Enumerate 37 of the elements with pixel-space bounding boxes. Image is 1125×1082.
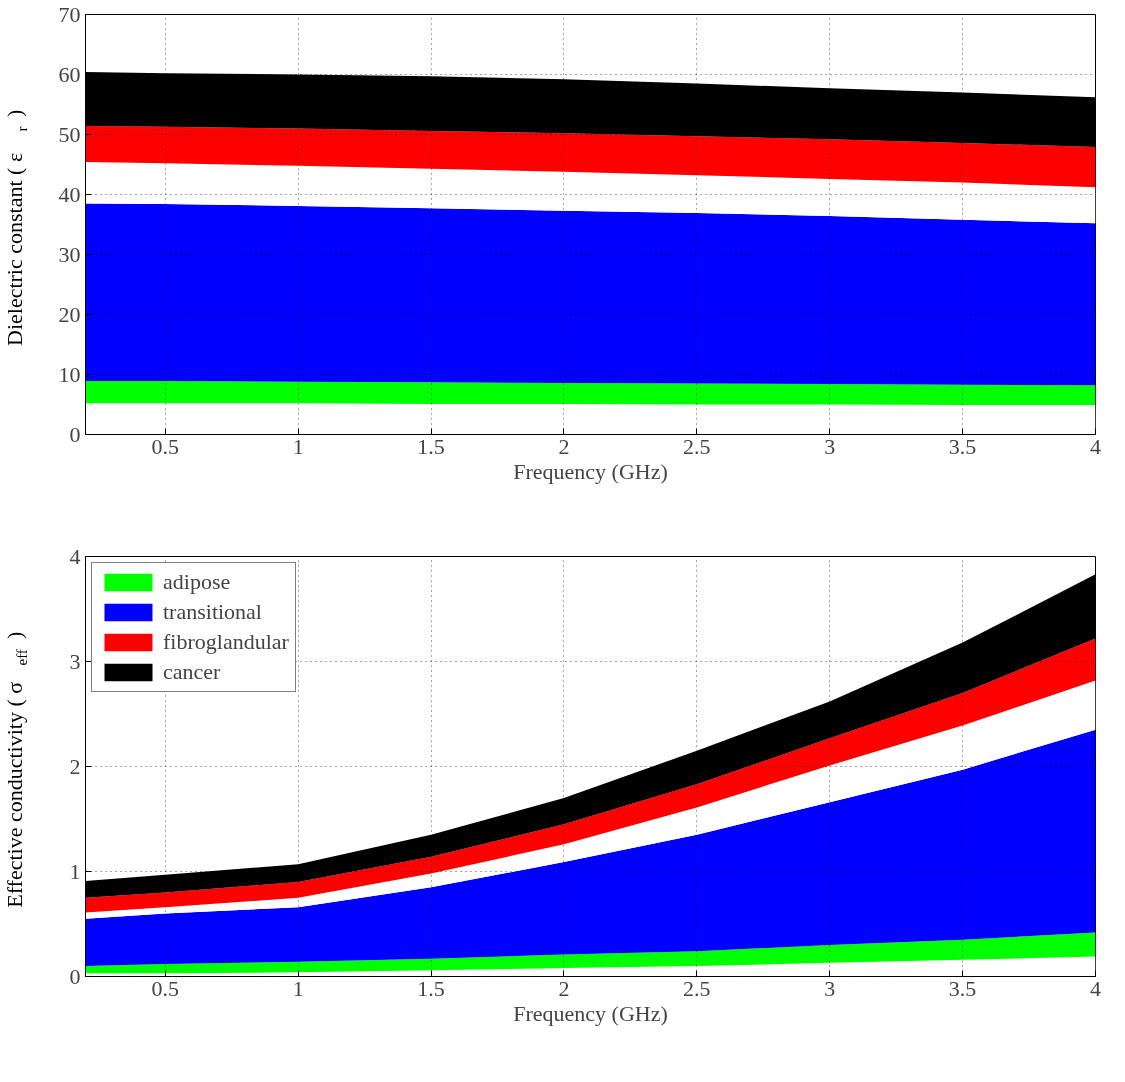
y-axis-title: Effective conductivity ( σeff ) [2,631,30,908]
x-tick-label: 2.5 [683,975,711,1001]
x-tick-label: 0.5 [151,433,179,459]
x-tick-label: 2 [558,975,570,1001]
x-axis-title: Frequency (GHz) [513,1000,668,1026]
y-tick-label: 0 [69,963,81,989]
x-tick-label: 3 [824,433,836,459]
x-tick-label: 1.5 [417,433,445,459]
y-axis-title: Dielectric constant ( εr ) [2,109,30,346]
y-tick-label: 4 [69,543,81,569]
x-tick-label: 1.5 [417,975,445,1001]
x-tick-label: 4 [1090,975,1101,1001]
x-tick-label: 2 [558,433,570,459]
y-tick-label: 60 [58,61,81,87]
x-tick-label: 3.5 [948,433,977,459]
x-tick-label: 4 [1090,433,1101,459]
y-tick-label: 30 [58,241,81,267]
y-tick-label: 10 [58,361,81,387]
x-tick-label: 3.5 [948,975,977,1001]
legend-label: transitional [163,599,262,625]
y-tick-label: 1 [69,858,81,884]
y-tick-label: 40 [58,181,81,207]
y-tick-label: 20 [58,301,81,327]
x-tick-label: 2.5 [683,433,711,459]
legend-label: adipose [163,569,231,595]
legend-label: cancer [163,659,221,685]
x-tick-label: 1 [292,975,304,1001]
y-tick-label: 50 [58,121,81,147]
legend-label: fibroglandular [163,629,289,655]
x-tick-label: 0.5 [151,975,179,1001]
x-axis-title: Frequency (GHz) [513,458,668,484]
x-tick-label: 3 [824,975,836,1001]
y-tick-label: 3 [69,648,81,674]
y-tick-label: 2 [69,753,81,779]
y-tick-label: 70 [58,1,81,27]
y-tick-label: 0 [69,421,81,447]
x-tick-label: 1 [292,433,304,459]
